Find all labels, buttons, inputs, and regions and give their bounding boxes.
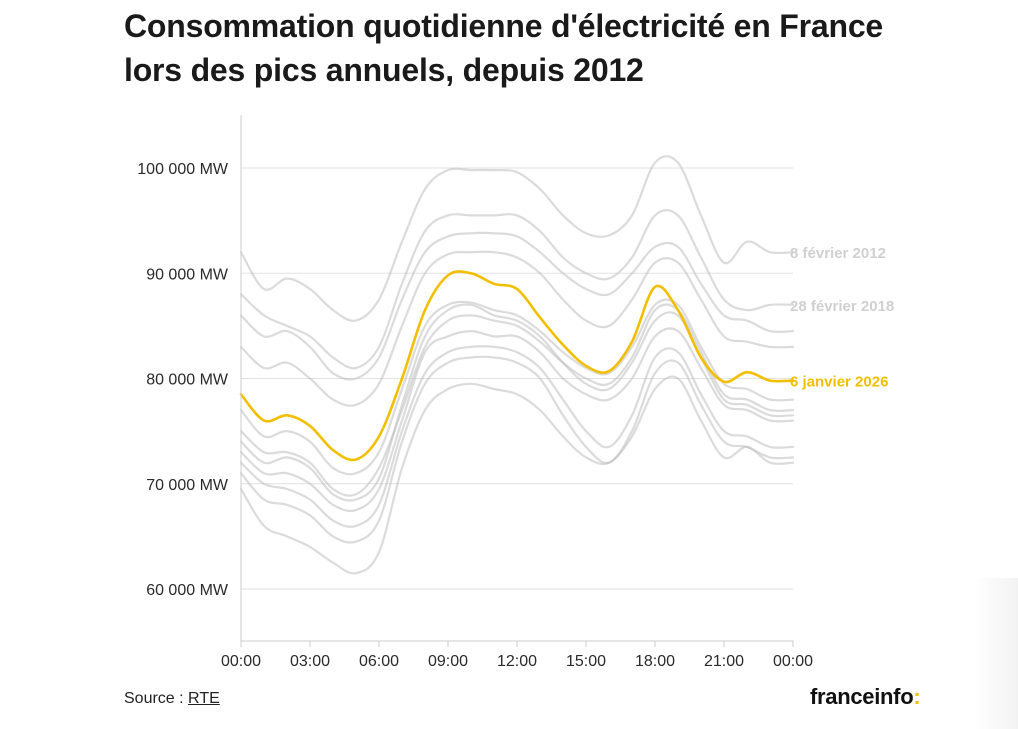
source-label: Source :: [124, 690, 184, 707]
x-tick-label: 12:00: [497, 653, 537, 670]
grey-series-layer: [239, 155, 795, 575]
x-tick-label: 06:00: [359, 653, 399, 670]
x-tick-label: 03:00: [290, 653, 330, 670]
logo-colon: :: [913, 684, 921, 709]
franceinfo-logo: franceinfo:: [810, 684, 921, 710]
series-line-7: [239, 303, 795, 497]
series-line-4: [239, 231, 795, 381]
series-line-10: [239, 345, 795, 528]
y-tick-label: 100 000 MW: [137, 161, 229, 178]
series-line-9: [239, 303, 795, 502]
y-tick-label: 70 000 MW: [146, 477, 229, 494]
x-tick-label: 09:00: [428, 653, 468, 670]
x-tick-label: 15:00: [566, 653, 606, 670]
corner-shadow: [974, 578, 1018, 729]
source-link[interactable]: RTE: [188, 690, 220, 707]
series-end-label: 8 février 2012: [790, 245, 886, 262]
y-tick-label: 80 000 MW: [146, 372, 229, 389]
x-tick-label: 21:00: [704, 653, 744, 670]
series-line-6: [239, 298, 795, 476]
x-tick-label: 00:00: [773, 653, 813, 670]
series-line-12: [239, 375, 795, 575]
y-tick-label: 60 000 MW: [146, 582, 229, 599]
labels-layer: 8 février 2012 28 février 2018 6 janvier 2…: [790, 245, 894, 390]
series-line-5: [239, 250, 795, 407]
x-tick-label: 00:00: [221, 653, 261, 670]
highlight-series-layer: [239, 270, 795, 462]
chart-title: Consommation quotidienne d'électricité e…: [124, 8, 884, 88]
series-end-label: 28 février 2018: [790, 298, 894, 315]
grid-layer: [241, 167, 793, 590]
y-tick-label: 90 000 MW: [146, 266, 229, 283]
series-line-2: [239, 208, 795, 370]
series-line-11: [239, 355, 795, 544]
source-note: Source : RTE: [124, 690, 220, 708]
series-line-highlight: [239, 270, 795, 462]
x-tick-label: 18:00: [635, 653, 675, 670]
series-line-1: [239, 155, 795, 322]
series-line-8: [239, 327, 795, 513]
axis-layer: 60 000 MW 70 000 MW 80 000 MW 90 000 MW 100 …: [137, 115, 813, 670]
logo-text: franceinfo: [810, 684, 914, 709]
series-end-label: 6 janvier 2026: [790, 374, 888, 391]
